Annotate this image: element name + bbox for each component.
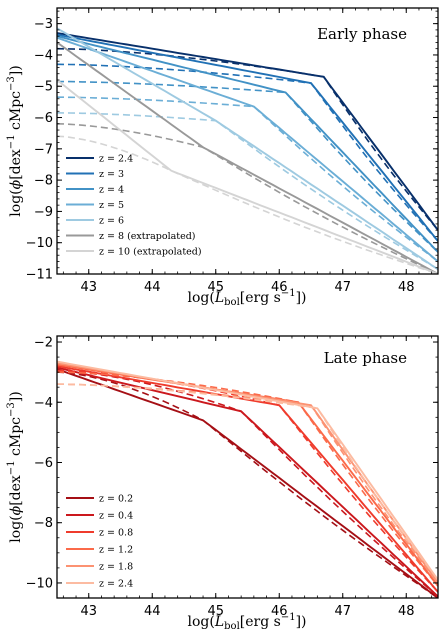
early-phase-x-tick-label-3: 46 bbox=[271, 280, 288, 295]
early-phase-legend: z = 2.4 z = 3 z = 4 z = 5 z = 6 z = 8 (extrap… bbox=[66, 154, 202, 258]
early-phase-series-group bbox=[57, 27, 438, 274]
late-phase-legend: z = 0.2 z = 0.4 z = 0.8 z = 1.2 z = 1.8 z = 2… bbox=[66, 494, 133, 590]
late-phase-ticks: 43 44 45 46 47 48 −2 −4 −6 −8 −10 bbox=[26, 336, 438, 619]
late-phase-legend-label-4: z = 1.8 bbox=[99, 562, 133, 573]
early-phase-series-4-dashed-line bbox=[57, 112, 438, 270]
late-phase-legend-label-5: z = 2.4 bbox=[99, 579, 133, 590]
early-phase-legend-label-6: z = 10 (extrapolated) bbox=[99, 247, 202, 258]
late-phase-x-tick-label-5: 48 bbox=[398, 604, 415, 619]
early-phase-y-tick-label-2: −5 bbox=[34, 80, 53, 95]
late-phase-series-5-solid-line bbox=[57, 360, 438, 581]
late-phase-legend-label-2: z = 0.8 bbox=[99, 528, 133, 539]
early-phase-annotation: Early phase bbox=[317, 25, 407, 43]
early-phase-series-0-dashed-line bbox=[57, 47, 438, 231]
early-phase-legend-label-2: z = 4 bbox=[99, 185, 124, 196]
late-phase-x-tick-label-1: 44 bbox=[144, 604, 161, 619]
early-phase-y-tick-label-6: −9 bbox=[34, 205, 53, 220]
early-phase-legend-label-0: z = 2.4 bbox=[99, 154, 133, 165]
late-phase-series-3-dashed-line bbox=[57, 371, 438, 587]
late-phase-series-2-solid-line bbox=[57, 365, 438, 593]
early-phase-y-tick-label-0: −3 bbox=[34, 17, 53, 32]
early-phase-panel: 43 44 45 46 47 48 −3 −4 −5 −6 −7 −8 −9 −10 −11 Early p… bbox=[6, 7, 439, 308]
early-phase-series-5-solid-line bbox=[57, 41, 438, 274]
early-phase-x-tick-label-5: 48 bbox=[398, 280, 415, 295]
late-phase-legend-label-3: z = 1.2 bbox=[99, 545, 133, 556]
late-phase-y-tick-label-3: −8 bbox=[34, 516, 53, 531]
early-phase-y-tick-label-5: −8 bbox=[34, 174, 53, 189]
late-phase-x-axis-label: log(Lbol[erg s−1]) bbox=[188, 612, 307, 632]
early-phase-x-tick-label-1: 44 bbox=[144, 280, 161, 295]
early-phase-series-2-dashed-line bbox=[57, 80, 438, 253]
late-phase-series-1-dashed-line bbox=[57, 369, 438, 598]
late-phase-series-0-solid-line bbox=[57, 368, 438, 598]
early-phase-legend-label-3: z = 5 bbox=[99, 200, 124, 211]
late-phase-series-group bbox=[57, 360, 438, 598]
late-phase-panel: 43 44 45 46 47 48 −2 −4 −6 −8 −10 Late phase z = 0… bbox=[6, 335, 439, 632]
early-phase-series-3-dashed-line bbox=[57, 96, 438, 263]
early-phase-series-6-dashed-line bbox=[57, 135, 438, 274]
early-phase-series-1-solid-line bbox=[57, 33, 438, 242]
early-phase-y-axis-label: log(ϕ[dex−1 cMpc−3]) bbox=[6, 65, 24, 216]
late-phase-series-5-dashed-line bbox=[57, 383, 438, 581]
early-phase-x-tick-label-4: 47 bbox=[334, 280, 351, 295]
late-phase-series-4-dashed-line bbox=[57, 383, 438, 584]
late-phase-series-0-dashed-line bbox=[57, 371, 438, 598]
early-phase-legend-label-1: z = 3 bbox=[99, 169, 124, 180]
early-phase-series-5-dashed-line bbox=[57, 123, 438, 274]
late-phase-y-tick-label-0: −2 bbox=[34, 336, 53, 351]
late-phase-legend-label-1: z = 0.4 bbox=[99, 511, 133, 522]
late-phase-x-tick-label-3: 46 bbox=[271, 604, 288, 619]
early-phase-x-axis-label: log(Lbol[erg s−1]) bbox=[188, 288, 307, 308]
early-phase-legend-label-4: z = 6 bbox=[99, 216, 124, 227]
late-phase-legend-label-0: z = 0.2 bbox=[99, 494, 133, 505]
early-phase-series-6-solid-line bbox=[57, 79, 438, 274]
late-phase-y-tick-label-2: −6 bbox=[34, 456, 53, 471]
early-phase-y-tick-label-4: −7 bbox=[34, 142, 53, 157]
early-phase-series-2-solid-line bbox=[57, 35, 438, 253]
late-phase-x-tick-label-0: 43 bbox=[80, 604, 97, 619]
early-phase-y-tick-label-8: −11 bbox=[26, 268, 53, 283]
early-phase-frame bbox=[56, 7, 439, 275]
early-phase-series-4-solid-line bbox=[57, 27, 438, 271]
late-phase-y-axis-label: log(ϕ[dex−1 cMpc−3]) bbox=[6, 391, 24, 542]
early-phase-y-tick-label-3: −6 bbox=[34, 111, 53, 126]
late-phase-annotation: Late phase bbox=[324, 349, 407, 367]
late-phase-x-tick-label-2: 45 bbox=[207, 604, 224, 619]
early-phase-x-tick-label-0: 43 bbox=[80, 280, 97, 295]
late-phase-y-tick-label-4: −10 bbox=[26, 576, 53, 591]
late-phase-x-tick-label-4: 47 bbox=[334, 604, 351, 619]
late-phase-frame bbox=[56, 335, 439, 599]
late-phase-series-1-solid-line bbox=[57, 366, 438, 598]
early-phase-y-tick-label-1: −4 bbox=[34, 48, 53, 63]
late-phase-y-tick-label-1: −4 bbox=[34, 396, 53, 411]
early-phase-y-tick-label-7: −10 bbox=[26, 236, 53, 251]
early-phase-x-tick-label-2: 45 bbox=[207, 280, 224, 295]
early-phase-legend-label-5: z = 8 (extrapolated) bbox=[99, 231, 196, 242]
early-phase-series-3-solid-line bbox=[57, 36, 438, 263]
early-phase-series-1-dashed-line bbox=[57, 63, 438, 242]
